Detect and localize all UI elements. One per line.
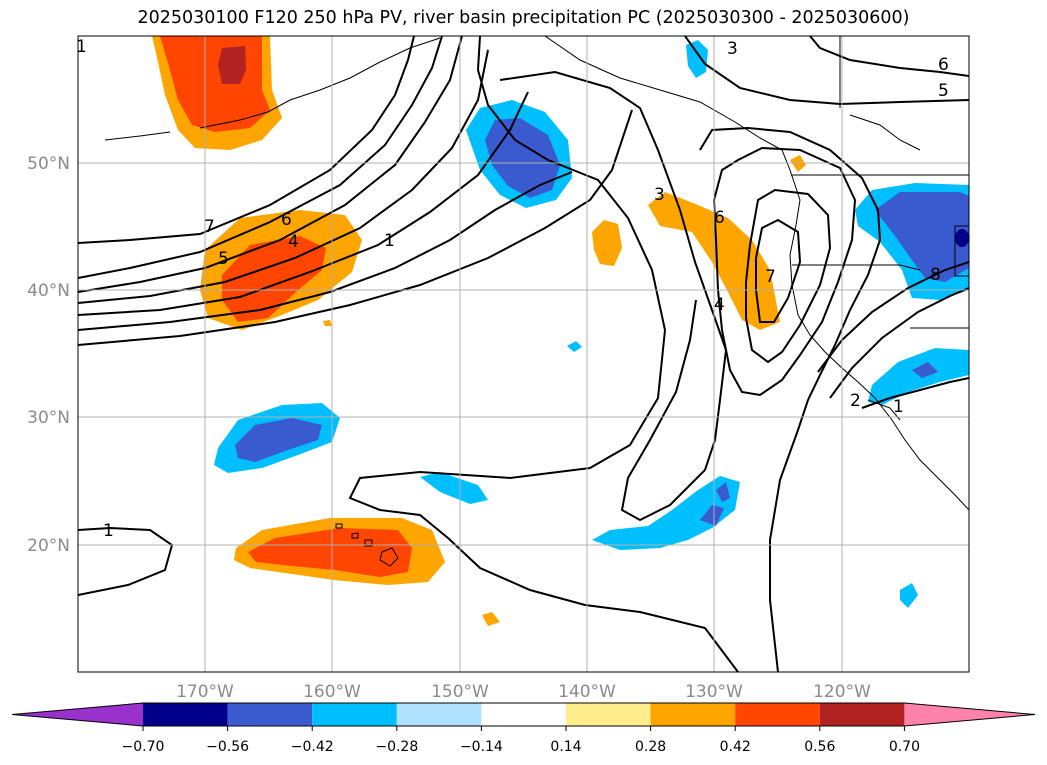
shade-region [235,418,322,462]
shade-region [686,40,708,78]
shade-region [875,192,969,282]
shade-region [420,472,488,504]
lon-label: 130°W [685,682,743,702]
shade-region [323,320,332,326]
colorbar-tick-label: 0.56 [804,739,835,755]
shade-region [912,362,938,378]
colorbar-segment [481,703,566,726]
lon-label: 150°W [431,682,489,702]
colorbar: −0.70 −0.56 −0.42 −0.28 −0.14 0.14 0.28 0.42 0.5… [11,702,1036,755]
colorbar-tick-label: −0.14 [460,739,503,755]
pv-contour-label: 7 [765,267,776,287]
colorbar-extend-right [904,703,1035,726]
shade-region [222,236,326,322]
shade-region [700,505,724,526]
pv-contour-label: 3 [654,185,665,205]
shade-region [482,612,500,626]
shade-region [955,229,969,247]
colorbar-segment [819,703,905,726]
colorbar-tick-label: −0.70 [122,739,165,755]
lon-label: 140°W [558,682,616,702]
shade-region [218,46,246,84]
map-title: 2025030100 F120 250 hPa PV, river basin … [137,8,910,28]
pv-contour-label: 4 [714,295,725,315]
lon-label: 170°W [176,682,234,702]
pv-contour-label: 1 [384,231,395,251]
lon-label: 160°W [303,682,361,702]
lon-label: 120°W [813,682,871,702]
pv-contour-label: 6 [938,55,949,75]
lat-label: 30°N [27,408,70,428]
pv-contour-label: 5 [218,249,229,269]
pv-contour-label: 7 [204,217,215,237]
colorbar-tick-label: 0.14 [550,739,581,755]
pv-contour-label: 2 [850,391,861,411]
shade-region [868,348,969,405]
shade-region [592,220,622,266]
latitude-labels: 50°N 40°N 30°N 20°N [27,154,70,556]
colorbar-tick-label: −0.28 [375,739,418,755]
colorbar-segment [650,703,736,726]
colorbar-tick-label: 0.42 [720,739,751,755]
pv-contour-label: 1 [893,397,904,417]
map-frame [77,35,970,673]
pv-contour-label: 3 [727,39,738,59]
longitude-labels: 170°W 160°W 150°W 140°W 130°W 120°W [176,682,871,702]
hawaii-islands [335,523,399,567]
pv-contour-label: 4 [288,232,299,252]
shade-region [592,476,740,550]
map-area: 1 1 1 1 2 3 3 4 4 5 5 6 6 6 7 7 8 [76,36,969,672]
pv-contours [78,36,969,672]
pv-contour-label: 5 [938,81,949,101]
colorbar-segment [227,703,313,726]
colorbar-tick-label: 0.28 [635,739,666,755]
pv-contour-label: 6 [714,208,725,228]
shade-region [567,341,582,352]
pv-contour-label: 1 [103,521,114,541]
lat-label: 50°N [27,154,70,174]
colorbar-tick-label: −0.56 [206,739,249,755]
pv-contour-labels: 1 1 1 1 2 3 3 4 4 5 5 6 6 6 7 7 8 [76,37,949,541]
colorbar-tick-label: −0.42 [291,739,334,755]
colorbar-segment [143,703,228,726]
colorbar-segment [735,703,820,726]
colorbar-extend-left [12,703,143,726]
pv-contour-label: 8 [930,265,941,285]
lat-label: 40°N [27,281,70,301]
colorbar-segment [396,703,482,726]
pv-contour-label: 1 [76,37,87,57]
colorbar-segment [566,703,651,726]
gridlines [78,36,969,672]
shade-region [900,583,918,608]
lat-label: 20°N [27,536,70,556]
shade-region [716,482,730,502]
colorbar-tick-label: 0.70 [889,739,920,755]
pv-contour-label: 6 [281,210,292,230]
colorbar-segment [312,703,397,726]
